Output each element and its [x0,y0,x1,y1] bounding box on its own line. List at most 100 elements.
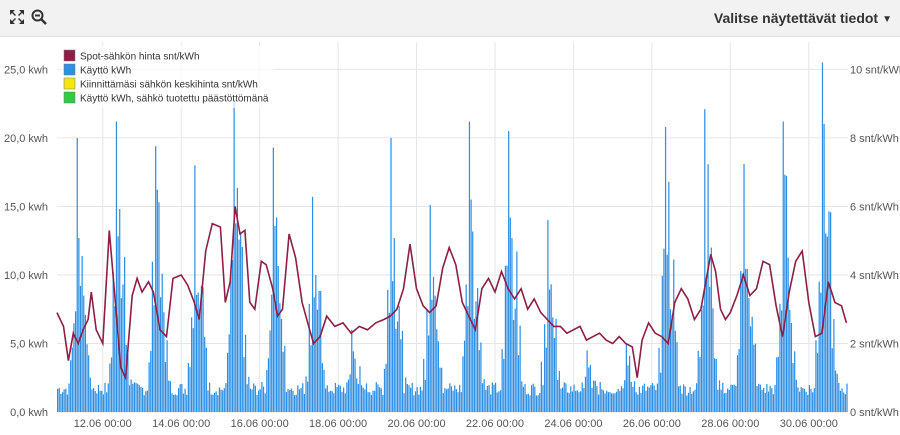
consumption-bar [597,394,600,412]
consumption-bar [550,284,552,412]
consumption-bar [225,383,227,412]
consumption-bar [459,384,461,412]
consumption-bar [416,387,418,412]
consumption-bar [650,385,652,412]
legend-entry-label[interactable]: Käyttö kWh [80,66,131,77]
legend-swatch[interactable] [63,49,76,62]
consumption-bar [455,389,457,412]
consumption-bar [509,217,511,412]
consumption-bar [820,292,822,412]
consumption-bar [821,62,824,412]
consumption-bar [174,394,176,412]
consumption-bar [571,391,574,412]
consumption-bar [490,394,492,412]
x-axis-tick-label: 18.06 00:00 [309,418,367,430]
consumption-bar [633,381,636,412]
consumption-bar [614,393,616,412]
consumption-bar [63,389,65,412]
consumption-bar [725,393,727,412]
consumption-bar [748,298,750,412]
consumption-bar [524,384,526,412]
left-axis-tick-label: 15,0 kwh [4,201,48,213]
consumption-bar [751,316,753,412]
consumption-bar [303,394,306,412]
consumption-bar [741,273,743,412]
consumption-bar [411,383,413,412]
left-axis-tick-label: 20,0 kwh [4,133,48,145]
consumption-bar [475,301,477,412]
consumption-bar [839,390,842,412]
consumption-bar [602,390,605,412]
consumption-bar [241,246,243,412]
consumption-bar [679,385,681,412]
consumption-bar [91,389,93,412]
consumption-bar [269,330,271,412]
consumption-bar [179,384,181,412]
consumption-bar [759,384,761,412]
consumption-bar [264,393,266,412]
x-axis-tick-label: 20.06 00:00 [387,418,445,430]
consumption-bar [712,308,714,412]
consumption-bar [552,317,554,412]
consumption-bar [526,394,528,412]
consumption-bar [351,329,353,412]
legend-entry-label[interactable]: Kiinnittämäsi sähkön keskihinta snt/kWh [80,80,258,91]
consumption-bar [73,323,75,412]
consumption-bar [540,361,542,412]
consumption-bar [421,390,423,412]
consumption-bar [192,328,194,412]
x-axis-tick-label: 28.06 00:00 [701,418,759,430]
consumption-bar [333,393,335,412]
legend-entry-label[interactable]: Spot-sähkön hinta snt/kWh [80,52,200,63]
consumption-bar [308,303,310,412]
consumption-bar [365,383,368,412]
consumption-bar [158,202,160,412]
consumption-bar [362,387,364,412]
consumption-bar [191,317,193,412]
consumption-bar [343,387,345,412]
consumption-bar [699,357,701,412]
zoom-out-icon[interactable] [30,9,48,27]
x-axis-tick-label: 22.06 00:00 [466,418,524,430]
consumption-bar [331,391,333,412]
consumption-bar [498,391,500,412]
consumption-bar [238,239,240,412]
consumption-bar [124,257,126,412]
consumption-bar [704,109,706,413]
expand-icon[interactable] [8,9,26,27]
consumption-bar [696,383,698,412]
consumption-bar [506,265,508,412]
consumption-bar [326,385,328,412]
consumption-bar [656,383,659,412]
consumption-bar [758,383,760,412]
consumption-bar [828,211,830,412]
consumption-bar [834,370,837,412]
select-data-dropdown[interactable]: Valitse näytettävät tiedot ▼ [714,10,892,26]
consumption-bar [655,390,657,412]
consumption-bar [705,278,708,412]
consumption-bar [97,384,100,412]
consumption-bar [666,254,668,412]
legend-swatch[interactable] [63,77,76,90]
consumption-bar [295,394,297,412]
consumption-bar [671,315,673,412]
consumption-bar [249,388,252,412]
consumption-bar [246,384,248,412]
consumption-bar [735,386,737,412]
legend-entry-label[interactable]: Käyttö kWh, sähkö tuotettu päästöttömänä [80,94,269,105]
consumption-bar [133,382,136,412]
consumption-bar [491,382,493,412]
consumption-bar [385,363,387,412]
legend-swatch[interactable] [63,63,76,76]
legend-swatch[interactable] [63,91,76,104]
consumption-bar [66,394,69,412]
consumption-bar [763,387,765,412]
consumption-bar [460,392,462,412]
consumption-bar [367,392,369,412]
consumption-bar [508,131,510,412]
consumption-bar [480,342,482,412]
consumption-bar [251,389,253,412]
consumption-bar [728,389,730,412]
consumption-bar [615,391,618,412]
consumption-bar [151,261,154,412]
